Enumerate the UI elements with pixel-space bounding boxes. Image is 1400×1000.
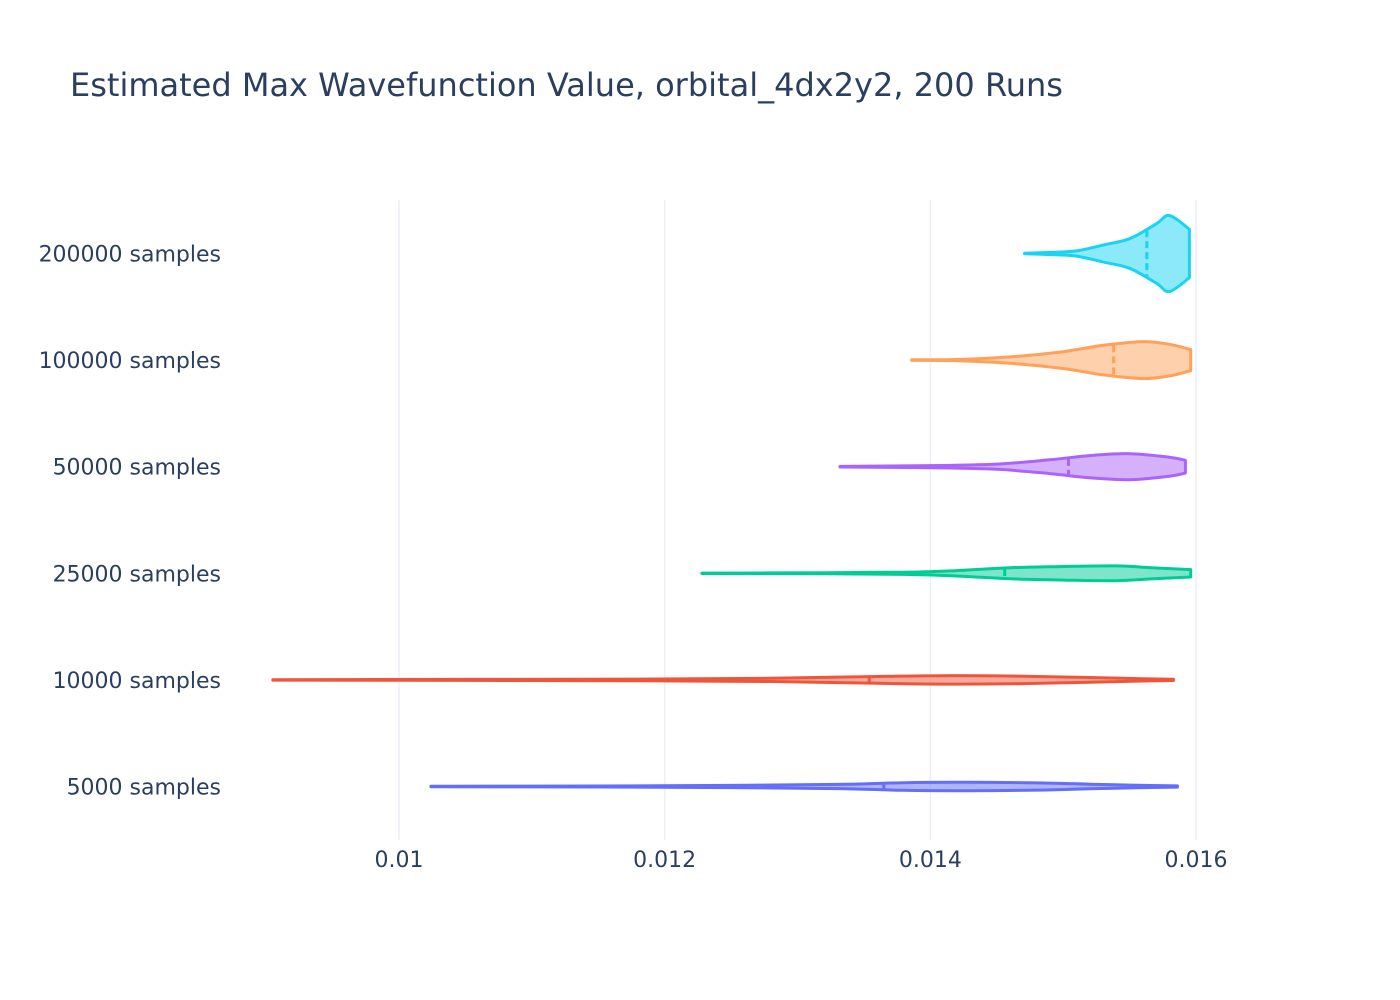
- y-tick-label-5: 200000 samples: [39, 243, 221, 268]
- violin-trace-4: [910, 340, 1193, 381]
- violin-traces: [271, 213, 1193, 793]
- x-tick-label-2: 0.014: [899, 848, 962, 873]
- x-tick-label-1: 0.012: [633, 848, 696, 873]
- y-tick-label-0: 5000 samples: [67, 776, 221, 801]
- violin-body-2: [700, 564, 1193, 583]
- y-tick-label-4: 100000 samples: [39, 349, 221, 374]
- x-tick-label-3: 0.016: [1165, 848, 1228, 873]
- y-tick-label-1: 10000 samples: [53, 669, 221, 694]
- x-tick-label-0: 0.01: [375, 848, 424, 873]
- violin-trace-3: [838, 452, 1187, 482]
- y-axis-tick-labels: 5000 samples 10000 samples 25000 samples 50…: [39, 243, 221, 801]
- violin-trace-0: [429, 780, 1179, 793]
- chart-title: Estimated Max Wavefunction Value, orbita…: [70, 66, 1063, 104]
- violin-body-0: [429, 780, 1179, 793]
- y-tick-label-2: 25000 samples: [53, 562, 221, 587]
- violin-body-1: [271, 674, 1175, 686]
- violin-trace-1: [271, 674, 1175, 686]
- violin-body-5: [1023, 213, 1191, 294]
- violin-body-3: [838, 452, 1187, 482]
- violin-trace-2: [700, 564, 1193, 583]
- y-tick-label-3: 50000 samples: [53, 456, 221, 481]
- violin-trace-5: [1023, 213, 1191, 294]
- x-axis-tick-labels: 0.01 0.012 0.014 0.016: [375, 848, 1228, 873]
- violin-body-4: [910, 340, 1193, 381]
- x-gridlines: [398, 200, 1197, 840]
